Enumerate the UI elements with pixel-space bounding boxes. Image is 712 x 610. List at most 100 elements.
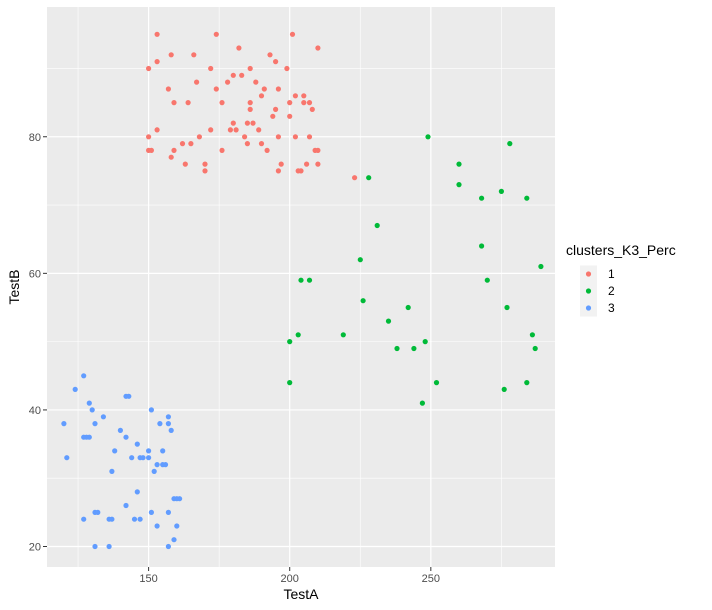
data-point	[202, 168, 208, 174]
data-point	[357, 257, 363, 263]
data-point	[456, 182, 462, 188]
data-point	[233, 127, 239, 133]
y-tick-label: 80	[29, 132, 41, 144]
data-point	[422, 339, 428, 345]
data-point	[484, 277, 490, 283]
x-axis-title: TestA	[283, 586, 319, 602]
data-point	[112, 448, 118, 454]
data-point	[287, 380, 293, 386]
data-point	[213, 86, 219, 92]
data-point	[292, 134, 298, 140]
data-point	[270, 113, 276, 119]
data-point	[267, 52, 273, 58]
data-point	[89, 407, 95, 413]
data-point	[315, 147, 321, 153]
data-point	[538, 263, 544, 270]
x-tick-label: 150	[139, 573, 157, 585]
data-point	[275, 134, 281, 140]
legend-key-2	[585, 288, 592, 294]
data-point	[123, 502, 129, 509]
data-point	[154, 523, 160, 529]
series-1	[146, 31, 358, 181]
data-point	[123, 434, 129, 440]
data-point	[219, 100, 225, 106]
data-point	[306, 277, 313, 283]
x-tick-label: 250	[422, 573, 440, 585]
data-point	[165, 414, 171, 420]
data-point	[284, 65, 290, 72]
data-point	[213, 31, 219, 37]
data-point	[146, 134, 152, 140]
y-axis-title: TestB	[6, 269, 22, 304]
data-point	[157, 421, 163, 427]
data-point	[425, 134, 431, 140]
data-point	[456, 161, 462, 167]
data-point	[250, 120, 256, 126]
data-point	[532, 345, 538, 352]
data-point	[507, 141, 513, 147]
data-point	[275, 168, 281, 174]
y-axis: 20 40 60 80	[29, 132, 47, 554]
x-tick-label: 200	[281, 573, 299, 585]
legend: clusters_K3_Perc 1 2 3	[566, 242, 676, 317]
data-point	[165, 543, 171, 550]
data-point	[92, 421, 98, 427]
data-point	[306, 100, 313, 106]
data-point	[479, 195, 485, 201]
legend-key-1	[585, 271, 592, 277]
data-point	[301, 100, 307, 106]
series-2	[287, 134, 544, 406]
grid-minor	[47, 7, 555, 567]
data-point	[298, 277, 304, 283]
data-point	[95, 509, 101, 515]
data-point	[225, 79, 231, 85]
data-point	[315, 161, 321, 167]
data-point	[81, 516, 87, 522]
data-point	[247, 106, 253, 112]
data-point	[168, 427, 174, 433]
data-point	[117, 427, 123, 433]
data-point	[501, 386, 507, 392]
data-point	[140, 455, 146, 461]
data-point	[131, 516, 138, 522]
data-point	[275, 86, 281, 92]
data-point	[256, 127, 262, 133]
data-point	[148, 407, 154, 413]
y-tick-label: 20	[29, 542, 41, 554]
data-point	[61, 421, 67, 427]
data-point	[219, 147, 225, 153]
data-point	[72, 386, 78, 392]
data-point	[146, 65, 152, 72]
data-point	[146, 448, 152, 454]
data-point	[182, 161, 188, 167]
data-point	[236, 45, 242, 51]
data-point	[196, 134, 202, 140]
data-point	[292, 93, 298, 99]
data-point	[202, 161, 208, 167]
data-point	[109, 516, 115, 522]
legend-label-2: 2	[608, 284, 615, 298]
data-point	[191, 52, 197, 58]
data-point	[385, 318, 392, 324]
data-point	[126, 393, 132, 399]
data-point	[227, 127, 233, 133]
data-point	[244, 120, 250, 126]
data-point	[253, 79, 259, 85]
data-point	[340, 332, 346, 338]
data-point	[92, 543, 98, 550]
data-point	[504, 304, 510, 311]
data-point	[498, 188, 504, 194]
data-point	[177, 496, 183, 502]
data-point	[394, 345, 400, 352]
data-point	[134, 441, 140, 447]
data-point	[273, 106, 279, 112]
data-point	[171, 537, 177, 543]
data-point	[309, 106, 315, 112]
grid-major	[47, 7, 555, 567]
data-point	[148, 509, 154, 515]
data-point	[411, 345, 417, 352]
data-point	[419, 400, 425, 406]
data-point	[174, 523, 180, 529]
data-point	[287, 339, 293, 345]
data-point	[154, 462, 160, 468]
